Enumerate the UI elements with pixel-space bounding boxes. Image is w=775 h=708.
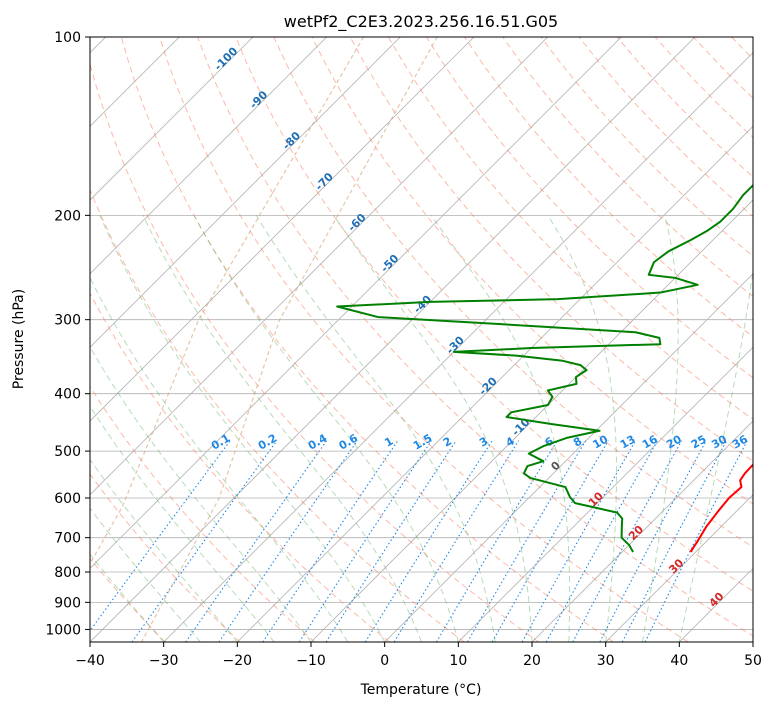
- isotherm-line: [531, 420, 753, 642]
- x-tick-label: 20: [523, 653, 541, 669]
- hypsometric-curves: [90, 37, 438, 642]
- mixing-ratio-line: [467, 440, 587, 642]
- moist-adiabat: [642, 215, 679, 642]
- dewpoint-profile: [336, 183, 753, 553]
- mixing-ratio-line: [435, 440, 558, 642]
- mixing-ratio-line: [218, 440, 358, 642]
- isotherm-line: [90, 37, 254, 201]
- mixing-ratio-line: [545, 440, 659, 642]
- dry-adiabat: [349, 37, 753, 462]
- isotherm-grid: [90, 37, 753, 642]
- x-tick-label: 0: [380, 653, 389, 669]
- isotherm-line: [384, 273, 753, 642]
- y-tick-label: 700: [54, 531, 81, 547]
- x-tick-label: 30: [597, 653, 615, 669]
- moist-adiabat: [193, 215, 459, 642]
- mixing-ratio-line: [393, 440, 520, 642]
- dry-adiabat: [273, 37, 753, 548]
- isotherm-line: [90, 37, 696, 642]
- isotherm-line: [163, 52, 753, 642]
- mixing-ratio-line: [521, 440, 637, 642]
- moist-adiabat: [90, 458, 238, 642]
- y-tick-label: 600: [54, 491, 81, 507]
- mixing-ratio-lines: [90, 440, 748, 642]
- dry-adiabat: [90, 473, 241, 642]
- moist-adiabat: [547, 215, 618, 642]
- x-tick-label: −40: [75, 653, 105, 669]
- y-tick-label: 300: [54, 313, 81, 329]
- y-axis: 100 200 300 400 500 600 700 800 900 1000: [45, 30, 90, 638]
- mixing-ratio-line: [90, 440, 231, 632]
- moist-adiabat: [430, 215, 571, 642]
- x-tick-label: 50: [744, 653, 762, 669]
- isotherm-line: [90, 37, 548, 496]
- y-tick-label: 800: [54, 565, 81, 581]
- mixing-ratio-line: [185, 440, 328, 642]
- dry-adiabat: [502, 37, 753, 298]
- plot-frame: [89, 36, 754, 643]
- dry-adiabat: [90, 292, 390, 642]
- isotherm-line: [90, 37, 327, 275]
- dry-adiabat: [159, 37, 689, 642]
- dry-adiabat: [90, 385, 316, 642]
- dry-adiabat: [90, 62, 540, 642]
- moist-adiabat: [678, 265, 753, 642]
- y-tick-label: 100: [54, 30, 81, 46]
- moist-adiabat: [99, 215, 386, 642]
- dry-adiabats: [90, 37, 753, 642]
- isotherm-line: [90, 37, 622, 569]
- isotherm-line: [605, 494, 753, 642]
- x-tick-label: 10: [449, 653, 467, 669]
- y-tick-label: 400: [54, 387, 81, 403]
- x-tick-label: −20: [223, 653, 253, 669]
- y-tick-label: 1000: [45, 622, 81, 638]
- x-axis: −40 −30 −20 −10 0 10 20 30 40 50: [75, 642, 762, 669]
- mixing-ratio-line: [262, 440, 399, 642]
- isotherm-line: [458, 346, 753, 642]
- mixing-ratio-line: [644, 440, 748, 642]
- dry-adiabat: [311, 37, 753, 505]
- dry-adiabat: [90, 188, 465, 642]
- dry-adiabat: [235, 37, 753, 592]
- reference-curve: [141, 37, 438, 642]
- x-tick-label: 40: [670, 653, 688, 669]
- isotherm-line: [90, 37, 401, 348]
- chart-title: wetPf2_C2E3.2023.256.16.51.G05: [284, 12, 558, 32]
- y-tick-label: 500: [54, 444, 81, 460]
- y-tick-label: 200: [54, 208, 81, 224]
- reference-curve: [90, 37, 365, 566]
- mixing-ratio-line: [325, 440, 457, 642]
- dry-adiabat: [120, 37, 614, 642]
- isotherm-line: [237, 125, 753, 642]
- dry-adiabat: [387, 37, 753, 420]
- mixing-ratio-line: [131, 440, 278, 642]
- y-axis-title: Pressure (hPa): [11, 289, 27, 389]
- dry-adiabat: [197, 37, 753, 637]
- moist-adiabat: [90, 345, 312, 642]
- y-tick-label: 900: [54, 595, 81, 611]
- temperature-profile: [689, 463, 753, 553]
- mixing-ratio-line: [572, 440, 683, 642]
- plot-area: -100-90-80-70-60-50-40-30-20-10010203040…: [90, 37, 753, 642]
- mixing-ratio-line: [364, 440, 493, 642]
- pressure-grid: [90, 37, 753, 630]
- moist-adiabat: [333, 215, 533, 642]
- x-axis-title: Temperature (°C): [360, 682, 482, 698]
- isotherm-line: [310, 199, 753, 642]
- dry-adiabat: [425, 37, 753, 379]
- mixing-ratio-line: [298, 440, 432, 642]
- moist-adiabat: [90, 405, 275, 642]
- x-tick-label: −30: [149, 653, 179, 669]
- isotherm-line: [90, 37, 475, 422]
- sounding-profiles: [336, 183, 753, 553]
- x-tick-label: −10: [296, 653, 326, 669]
- moist-adiabat: [142, 215, 422, 642]
